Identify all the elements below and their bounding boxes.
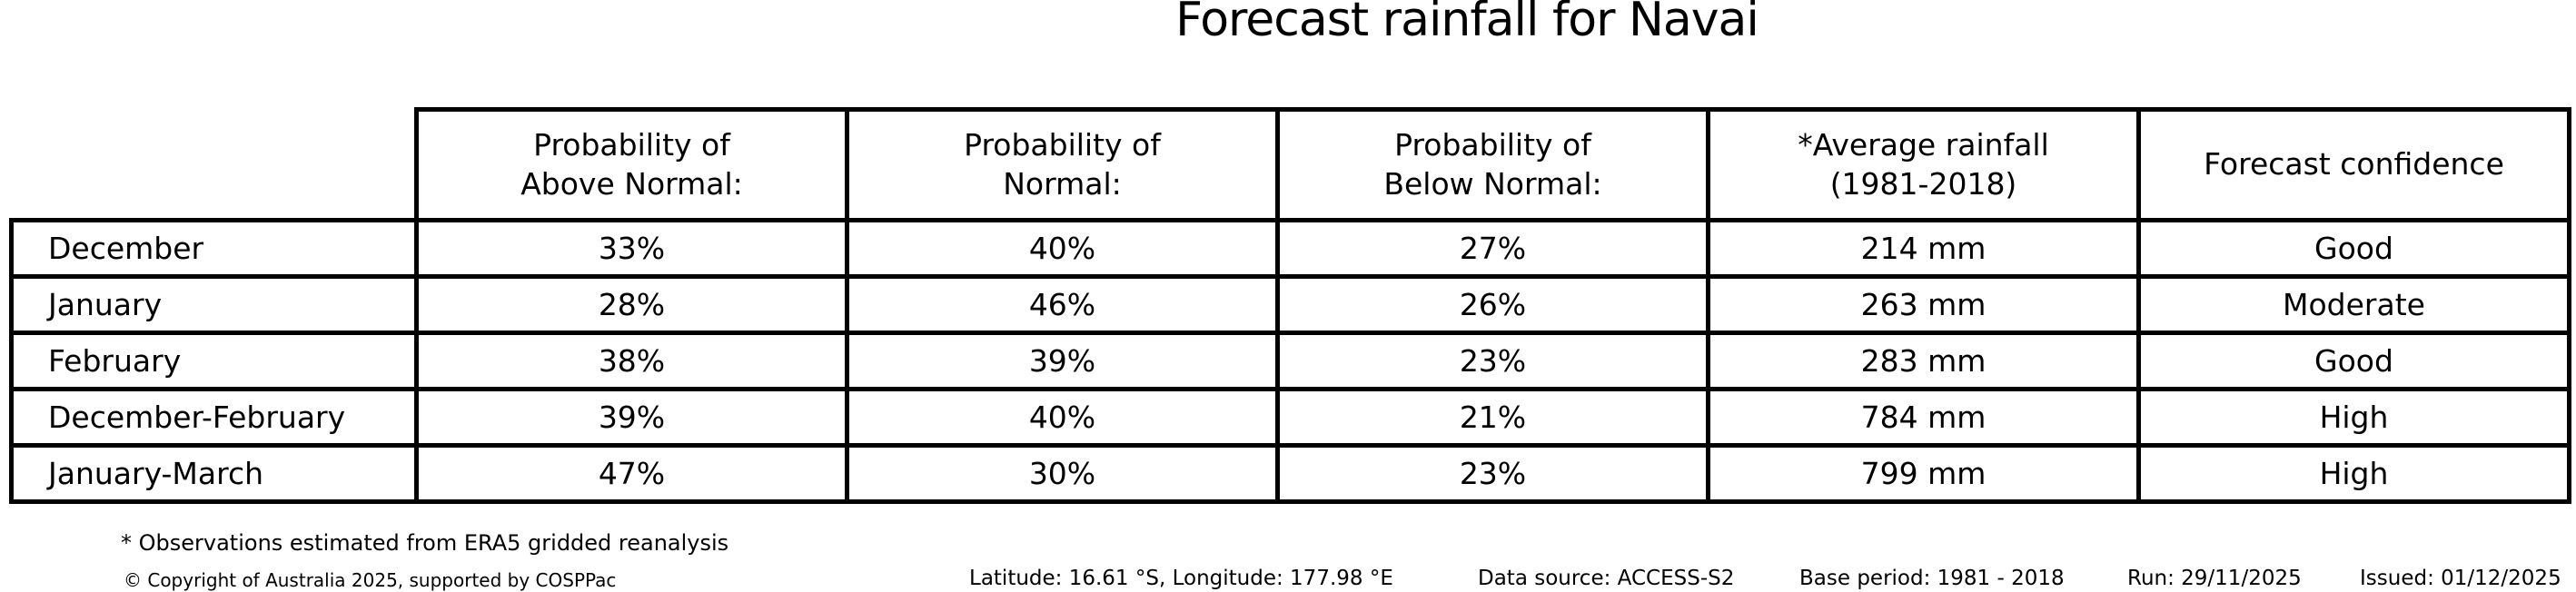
header-line: Above Normal:: [520, 165, 743, 202]
confidence-cell: Good: [2136, 331, 2571, 391]
header-forecast-confidence: Forecast confidence: [2136, 107, 2571, 222]
observations-footnote: * Observations estimated from ERA5 gridd…: [121, 530, 729, 556]
below-normal-cell: 23%: [1275, 331, 1710, 391]
base-period-label: Base period: 1981 - 2018: [1799, 567, 2065, 590]
period-cell: December-February: [9, 387, 419, 448]
issued-date-label: Issued: 01/12/2025: [2360, 567, 2561, 590]
normal-cell: 40%: [845, 218, 1280, 279]
location-coordinates: Latitude: 16.61 °S, Longitude: 177.98 °E: [969, 567, 1393, 590]
header-line: Normal:: [1003, 165, 1122, 202]
header-line: *Average rainfall: [1798, 127, 2049, 163]
period-cell: January: [9, 274, 419, 335]
table-row: January 28% 46% 26% 263 mm Moderate: [9, 274, 2571, 335]
header-line: Below Normal:: [1383, 165, 1602, 202]
table-row: January-March 47% 30% 23% 799 mm High: [9, 443, 2571, 504]
average-rainfall-cell: 283 mm: [1706, 331, 2141, 391]
header-line: Forecast confidence: [2204, 146, 2504, 183]
above-normal-cell: 28%: [414, 274, 849, 335]
period-cell: December: [9, 218, 419, 279]
table-header-row: Probability of Above Normal: Probability…: [12, 107, 2571, 222]
header-below-normal: Probability of Below Normal:: [1275, 107, 1710, 222]
above-normal-cell: 33%: [414, 218, 849, 279]
run-date-label: Run: 29/11/2025: [2127, 567, 2302, 590]
period-cell: February: [9, 331, 419, 391]
average-rainfall-cell: 784 mm: [1706, 387, 2141, 448]
average-rainfall-cell: 263 mm: [1706, 274, 2141, 335]
average-rainfall-cell: 214 mm: [1706, 218, 2141, 279]
table-row: December-February 39% 40% 21% 784 mm Hig…: [9, 387, 2571, 448]
header-above-normal: Probability of Above Normal:: [414, 107, 849, 222]
header-line: Probability of: [1394, 127, 1591, 163]
data-source-label: Data source: ACCESS-S2: [1478, 567, 1735, 590]
above-normal-cell: 38%: [414, 331, 849, 391]
normal-cell: 46%: [845, 274, 1280, 335]
header-line: Probability of: [533, 127, 730, 163]
confidence-cell: High: [2136, 387, 2571, 448]
header-normal: Probability of Normal:: [845, 107, 1280, 222]
header-line: (1981-2018): [1829, 165, 2017, 202]
table-corner-cell: [12, 110, 417, 221]
below-normal-cell: 23%: [1275, 443, 1710, 504]
table-row: December 33% 40% 27% 214 mm Good: [9, 218, 2571, 279]
forecast-table: Probability of Above Normal: Probability…: [9, 107, 2571, 504]
copyright-text: © Copyright of Australia 2025, supported…: [124, 569, 617, 591]
normal-cell: 40%: [845, 387, 1280, 448]
normal-cell: 30%: [845, 443, 1280, 504]
below-normal-cell: 27%: [1275, 218, 1710, 279]
period-cell: January-March: [9, 443, 419, 504]
confidence-cell: Moderate: [2136, 274, 2571, 335]
table-row: February 38% 39% 23% 283 mm Good: [9, 331, 2571, 391]
average-rainfall-cell: 799 mm: [1706, 443, 2141, 504]
below-normal-cell: 21%: [1275, 387, 1710, 448]
page-title: Forecast rainfall for Navai: [1175, 0, 1759, 47]
confidence-cell: Good: [2136, 218, 2571, 279]
header-average-rainfall: *Average rainfall (1981-2018): [1706, 107, 2141, 222]
header-line: Probability of: [964, 127, 1161, 163]
normal-cell: 39%: [845, 331, 1280, 391]
below-normal-cell: 26%: [1275, 274, 1710, 335]
confidence-cell: High: [2136, 443, 2571, 504]
above-normal-cell: 39%: [414, 387, 849, 448]
above-normal-cell: 47%: [414, 443, 849, 504]
